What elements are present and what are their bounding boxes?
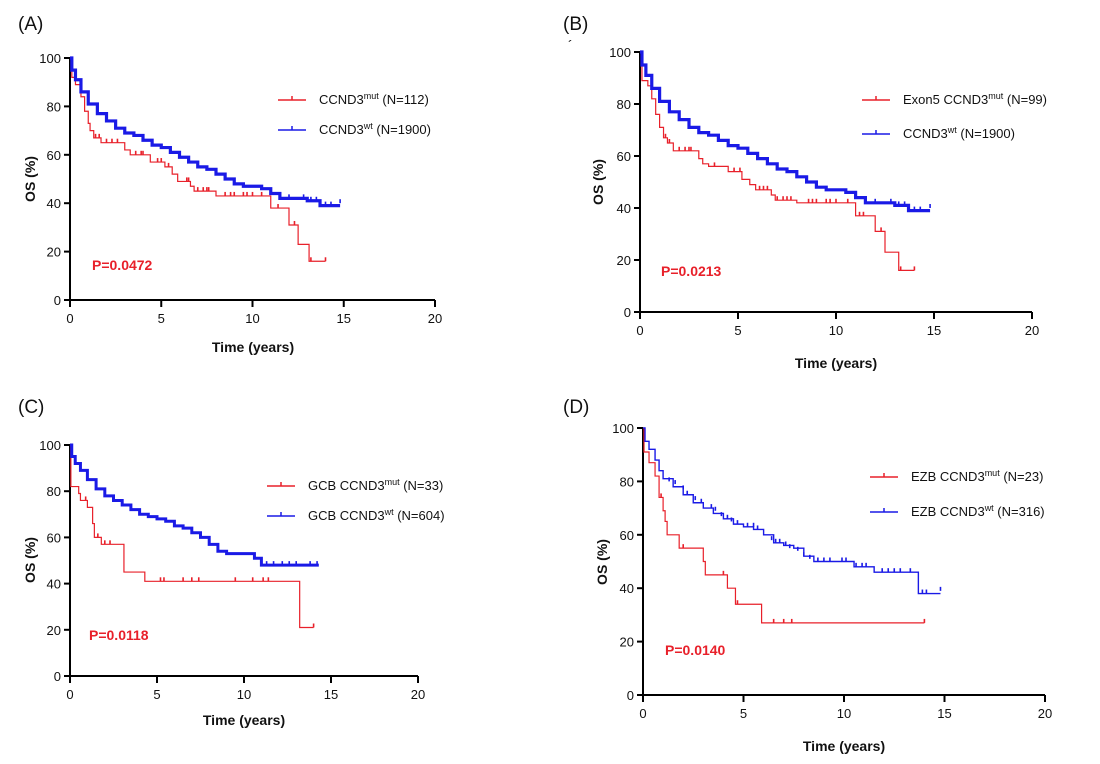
x-tick-label: 0 [66,687,73,702]
x-tick-label: 0 [66,311,73,326]
series-mut [640,51,916,271]
y-tick-label: 20 [47,623,61,638]
y-tick-label: 60 [617,149,631,164]
y-tick-label: 40 [620,581,634,596]
legend-entry-mut: CCND3mut (N=112) [278,91,429,107]
x-axis-title: Time (years) [795,355,877,371]
legend-label: Exon5 CCND3mut (N=99) [903,91,1047,107]
panel-label: (A) [18,14,43,35]
y-axis-title: OS (%) [594,539,610,585]
x-tick-label: 15 [337,311,351,326]
y-tick-label: 0 [627,688,634,703]
x-tick-label: 15 [324,687,338,702]
legend-entry-wt: EZB CCND3wt (N=316) [870,503,1045,519]
y-tick-label: 80 [47,484,61,499]
x-tick-label: 20 [1025,323,1039,338]
y-tick-label: 100 [609,45,631,60]
y-tick-label: 100 [39,51,61,66]
x-tick-label: 5 [740,706,747,721]
legend-label: CCND3mut (N=112) [319,91,429,107]
x-tick-label: 5 [158,311,165,326]
y-axis-title: OS (%) [22,537,38,583]
x-tick-label: 20 [428,311,442,326]
legend-entry-mut: Exon5 CCND3mut (N=99) [862,91,1047,107]
legend-entry-mut: GCB CCND3mut (N=33) [267,477,443,493]
y-tick-label: 0 [54,293,61,308]
legend-entry-mut: EZB CCND3mut (N=23) [870,468,1043,484]
y-axis-title: OS (%) [590,159,606,205]
x-tick-label: 20 [411,687,425,702]
survival-curve [640,50,931,213]
y-tick-label: 40 [47,196,61,211]
series-mut [643,427,926,624]
y-tick-label: 40 [47,577,61,592]
x-axis-title: Time (years) [203,712,285,728]
y-tick-label: 20 [47,245,61,260]
y-tick-label: 80 [617,97,631,112]
survival-curve [70,443,319,567]
y-tick-label: 60 [620,528,634,543]
legend-label: CCND3wt (N=1900) [903,125,1015,141]
survival-curve [640,51,915,271]
legend-entry-wt: CCND3wt (N=1900) [278,121,431,137]
series-wt [643,427,942,595]
series-mut [70,57,327,262]
survival-curve [643,427,941,595]
km-panel-d: (D) 0 20 40 60 80 100 0 5 10 15 20 Time (years) OS (%… [563,397,1052,754]
x-tick-label: 10 [245,311,259,326]
survival-curve [70,56,341,208]
legend-entry-wt: GCB CCND3wt (N=604) [267,507,445,523]
x-tick-label: 10 [829,323,843,338]
y-tick-label: 60 [47,148,61,163]
series-wt [70,56,341,208]
x-tick-label: 5 [734,323,741,338]
x-tick-label: 0 [639,706,646,721]
y-tick-label: 40 [617,201,631,216]
x-tick-label: 20 [1038,706,1052,721]
x-tick-label: 10 [237,687,251,702]
km-panel-b: (B) 0 20 40 60 80 100 0 5 10 15 20 Time (years) OS (%… [563,14,1047,371]
x-axis-title: Time (years) [212,339,294,355]
x-axis-title: Time (years) [803,738,885,754]
survival-curve [643,427,925,624]
stray-mark: ´ [568,37,573,53]
panel-label: (C) [18,397,44,418]
p-value-annotation: P=0.0472 [92,257,153,273]
y-tick-label: 60 [47,530,61,545]
y-axis-title: OS (%) [22,156,38,202]
y-tick-label: 80 [47,99,61,114]
p-value-annotation: P=0.0140 [665,642,726,658]
legend-label: CCND3wt (N=1900) [319,121,431,137]
series-wt [70,443,319,567]
x-tick-label: 10 [837,706,851,721]
legend-label: EZB CCND3mut (N=23) [911,468,1043,484]
y-tick-label: 100 [39,438,61,453]
panel-label: (B) [563,14,588,35]
y-tick-label: 0 [624,305,631,320]
x-tick-label: 15 [927,323,941,338]
panel-label: (D) [563,397,589,418]
legend-entry-wt: CCND3wt (N=1900) [862,125,1015,141]
y-tick-label: 20 [620,635,634,650]
x-tick-label: 5 [153,687,160,702]
km-panel-c: (C) 0 20 40 60 80 100 0 5 10 15 20 Time (years) OS (%… [18,397,445,728]
series-mut [70,444,315,629]
legend-label: GCB CCND3mut (N=33) [308,477,443,493]
series-wt [640,50,931,213]
x-tick-label: 15 [937,706,951,721]
y-tick-label: 20 [617,253,631,268]
legend-label: EZB CCND3wt (N=316) [911,503,1045,519]
x-tick-label: 0 [636,323,643,338]
survival-curve [70,57,326,262]
p-value-annotation: P=0.0213 [661,263,722,279]
p-value-annotation: P=0.0118 [89,627,149,643]
survival-curve [70,444,314,629]
km-panel-a: (A) 0 20 40 60 80 100 0 5 10 15 20 Time (years) OS (%… [18,14,442,355]
y-tick-label: 0 [54,669,61,684]
y-tick-label: 80 [620,474,634,489]
y-tick-label: 100 [612,421,634,436]
legend-label: GCB CCND3wt (N=604) [308,507,445,523]
